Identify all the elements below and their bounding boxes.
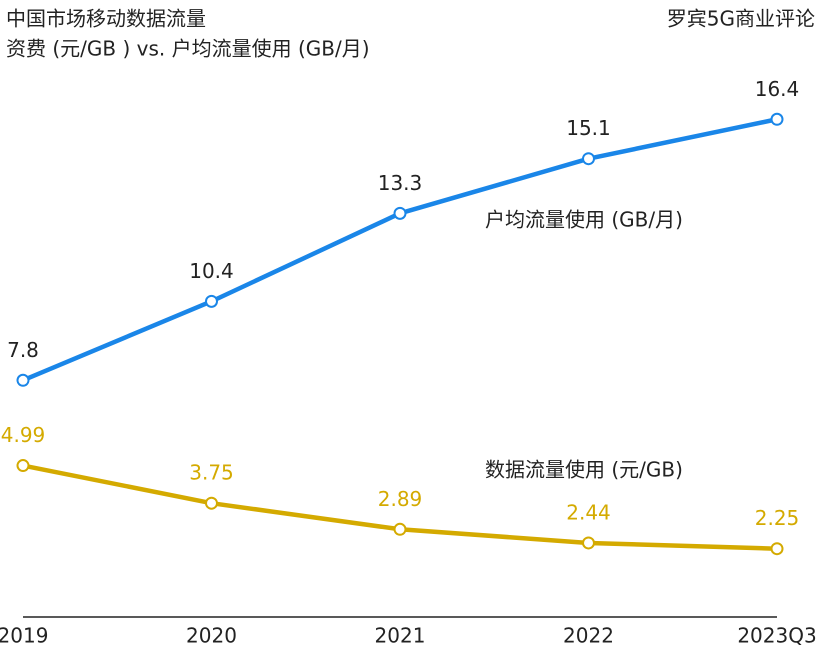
point — [393, 206, 407, 220]
x-tick-label: 2020 — [186, 624, 237, 648]
chart-title: 资费 (元/GB ) vs. 户均流量使用 (GB/月) — [6, 37, 370, 61]
point — [16, 459, 30, 473]
legend-label: 数据流量使用 (元/GB) — [485, 458, 683, 482]
data-label: 4.99 — [1, 423, 46, 447]
point — [16, 373, 30, 387]
point — [770, 542, 784, 556]
point — [770, 112, 784, 126]
point — [205, 294, 218, 308]
data-label: 7.8 — [7, 338, 39, 362]
point — [205, 496, 218, 510]
data-label: 2.89 — [378, 487, 423, 511]
x-tick-label: 2019 — [0, 624, 48, 648]
data-label: 2.25 — [755, 506, 800, 530]
point — [393, 522, 407, 536]
series-line — [22, 117, 778, 383]
x-tick-label: 2022 — [563, 624, 614, 648]
data-label: 15.1 — [566, 116, 611, 140]
x-tick-label: 2021 — [375, 624, 426, 648]
chart-title: 中国市场移动数据流量 — [6, 7, 206, 31]
legend-label: 户均流量使用 (GB/月) — [485, 208, 683, 232]
point — [582, 536, 595, 550]
data-label: 13.3 — [378, 171, 423, 195]
data-label: 10.4 — [189, 259, 234, 283]
source: 罗宾5G商业评论 — [667, 7, 815, 31]
data-label: 2.44 — [566, 500, 611, 524]
x-tick-label: 2023Q3 — [737, 624, 816, 648]
point — [582, 152, 595, 166]
data-label: 3.75 — [189, 461, 234, 485]
data-label: 16.4 — [755, 77, 800, 101]
